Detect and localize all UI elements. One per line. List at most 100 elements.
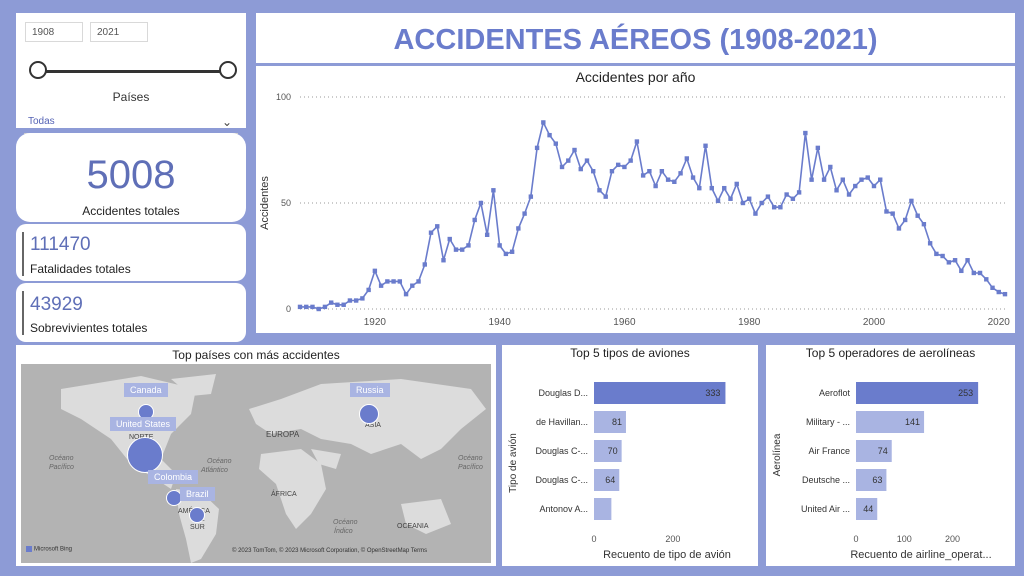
line-chart-point[interactable]	[703, 143, 708, 148]
line-chart-point[interactable]	[647, 169, 652, 174]
line-chart-point[interactable]	[453, 247, 459, 252]
line-chart-point[interactable]	[372, 268, 378, 274]
line-chart-point[interactable]	[484, 232, 490, 237]
line-chart-point[interactable]	[828, 164, 833, 170]
line-chart-point[interactable]	[971, 270, 977, 276]
line-chart-point[interactable]	[597, 188, 602, 193]
line-chart-point[interactable]	[609, 169, 615, 174]
line-chart-point[interactable]	[965, 258, 970, 263]
line-chart-point[interactable]	[584, 158, 590, 163]
line-chart-point[interactable]	[715, 198, 721, 204]
line-chart-point[interactable]	[416, 279, 421, 284]
line-chart-point[interactable]	[378, 283, 384, 288]
line-chart-point[interactable]	[796, 190, 802, 195]
aircraft-bar-bar[interactable]	[594, 498, 612, 520]
year-end-input[interactable]: 2021	[90, 22, 148, 42]
line-chart-point[interactable]	[522, 211, 527, 216]
year-slider-track[interactable]	[38, 70, 228, 73]
line-chart-point[interactable]	[834, 188, 839, 193]
line-chart-point[interactable]	[322, 304, 328, 310]
year-slider-start-handle[interactable]	[29, 61, 47, 79]
line-chart-point[interactable]	[391, 279, 396, 284]
line-chart-point[interactable]	[628, 158, 633, 163]
line-chart-point[interactable]	[884, 209, 889, 214]
line-chart-point[interactable]	[385, 279, 390, 284]
line-chart-point[interactable]	[578, 166, 583, 172]
line-chart-point[interactable]	[909, 198, 914, 204]
line-chart-point[interactable]	[640, 173, 646, 178]
line-chart-point[interactable]	[853, 183, 858, 189]
line-chart-point[interactable]	[859, 177, 864, 182]
line-chart-point[interactable]	[466, 243, 471, 248]
year-start-input[interactable]: 1908	[25, 22, 83, 42]
line-chart-point[interactable]	[559, 164, 565, 170]
line-chart-point[interactable]	[653, 183, 658, 189]
line-chart-point[interactable]	[410, 283, 415, 288]
line-chart-point[interactable]	[553, 141, 558, 146]
line-chart-point[interactable]	[478, 200, 484, 206]
line-chart-point[interactable]	[547, 132, 552, 138]
line-chart-point[interactable]	[878, 177, 883, 182]
line-chart-point[interactable]	[690, 175, 696, 180]
line-chart-point[interactable]	[722, 185, 727, 191]
line-chart-point[interactable]	[534, 145, 540, 151]
line-chart-point[interactable]	[996, 289, 1001, 295]
line-chart-point[interactable]	[572, 147, 577, 153]
line-chart-point[interactable]	[803, 130, 808, 136]
line-chart-point[interactable]	[328, 300, 334, 305]
line-chart-point[interactable]	[765, 194, 771, 199]
line-chart-point[interactable]	[310, 304, 315, 310]
line-chart-point[interactable]	[366, 287, 371, 293]
line-chart-point[interactable]	[815, 145, 821, 151]
line-chart-point[interactable]	[934, 251, 939, 257]
line-chart-point[interactable]	[353, 298, 359, 303]
line-chart-point[interactable]	[896, 226, 902, 231]
line-chart-point[interactable]	[541, 120, 546, 125]
line-chart-point[interactable]	[959, 268, 964, 274]
line-chart-point[interactable]	[759, 200, 764, 206]
line-chart-point[interactable]	[497, 243, 502, 248]
line-chart-point[interactable]	[347, 298, 353, 303]
line-chart-point[interactable]	[1002, 291, 1008, 297]
airline-bar-bar[interactable]	[856, 469, 887, 491]
line-chart-point[interactable]	[503, 251, 509, 257]
line-chart-point[interactable]	[634, 139, 640, 144]
line-chart-point[interactable]	[528, 194, 534, 199]
line-chart-point[interactable]	[304, 304, 309, 310]
line-chart-point[interactable]	[316, 306, 321, 312]
line-chart-point[interactable]	[921, 222, 927, 227]
line-chart-point[interactable]	[753, 211, 758, 216]
line-chart-point[interactable]	[615, 162, 621, 168]
line-chart-point[interactable]	[672, 179, 677, 184]
line-chart-point[interactable]	[341, 302, 346, 307]
line-chart-point[interactable]	[709, 185, 714, 191]
line-chart-point[interactable]	[740, 200, 746, 206]
line-chart-point[interactable]	[952, 258, 958, 263]
line-chart-point[interactable]	[728, 196, 733, 201]
line-chart-point[interactable]	[403, 291, 409, 297]
line-chart-point[interactable]	[297, 304, 303, 310]
line-chart-point[interactable]	[435, 224, 440, 229]
line-chart-point[interactable]	[472, 217, 477, 223]
line-chart-point[interactable]	[447, 236, 452, 242]
line-chart-point[interactable]	[441, 258, 446, 263]
line-chart-point[interactable]	[566, 158, 571, 163]
line-chart-point[interactable]	[428, 230, 434, 235]
line-chart-point[interactable]	[946, 260, 952, 265]
line-chart-point[interactable]	[821, 177, 827, 182]
line-chart-point[interactable]	[678, 171, 683, 176]
airline-bar-bar[interactable]	[856, 498, 878, 520]
airline-bar-bar[interactable]	[856, 440, 892, 462]
line-chart-point[interactable]	[460, 247, 465, 252]
line-chart-point[interactable]	[890, 211, 895, 216]
line-chart-point[interactable]	[977, 270, 983, 276]
countries-dropdown[interactable]: Todas ⌄	[24, 111, 238, 134]
line-chart-point[interactable]	[778, 205, 783, 210]
aircraft-bar-bar[interactable]	[594, 469, 620, 491]
line-chart-point[interactable]	[622, 164, 627, 170]
line-chart-point[interactable]	[784, 192, 789, 197]
line-chart-point[interactable]	[865, 175, 870, 180]
line-chart-point[interactable]	[659, 169, 665, 174]
airline-bar-bar[interactable]	[856, 411, 925, 433]
aircraft-bar-bar[interactable]	[594, 440, 622, 462]
